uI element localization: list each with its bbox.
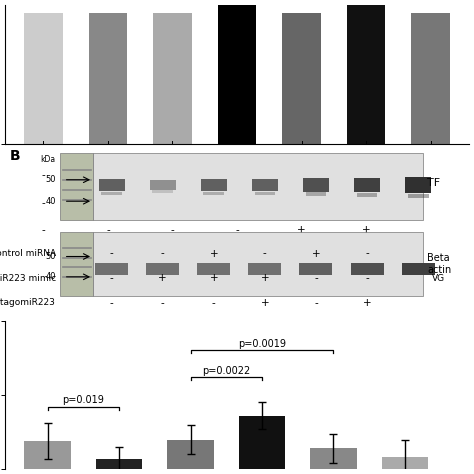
Bar — [152, 190, 173, 192]
Bar — [203, 192, 224, 195]
Text: -: - — [364, 198, 368, 208]
Bar — [408, 194, 428, 198]
Text: -: - — [42, 198, 46, 208]
Text: p=0.0019: p=0.0019 — [238, 339, 286, 349]
Text: +: + — [233, 170, 241, 180]
Text: -: - — [106, 226, 110, 236]
Text: -: - — [42, 226, 46, 236]
Text: +: + — [261, 273, 269, 283]
Text: TF: TF — [428, 178, 440, 188]
Text: Beta
actin: Beta actin — [428, 253, 452, 275]
Bar — [61, 153, 93, 220]
Text: -: - — [171, 226, 174, 236]
Text: Control miRNA: Control miRNA — [0, 249, 56, 258]
Bar — [99, 179, 125, 191]
Bar — [61, 232, 93, 296]
Text: -: - — [109, 298, 113, 308]
Bar — [24, 441, 71, 474]
Bar — [405, 177, 431, 193]
Text: -: - — [365, 273, 369, 283]
Bar — [153, 13, 192, 144]
Text: VG: VG — [432, 274, 445, 283]
Text: 50: 50 — [46, 175, 56, 184]
Bar — [201, 179, 227, 191]
Bar — [218, 0, 256, 144]
Bar — [354, 178, 380, 192]
Text: +: + — [233, 198, 241, 208]
Text: miR223 mimic: miR223 mimic — [0, 274, 56, 283]
Text: +: + — [261, 298, 269, 308]
Bar — [89, 13, 128, 144]
Text: AntagomiR223: AntagomiR223 — [0, 299, 56, 308]
Bar — [357, 193, 377, 197]
Bar — [252, 179, 278, 191]
Text: +: + — [158, 273, 167, 283]
Bar — [303, 178, 329, 192]
Bar — [351, 264, 383, 275]
Text: kDa: kDa — [41, 155, 56, 164]
Text: -: - — [300, 170, 303, 180]
Bar — [197, 264, 230, 275]
Bar — [248, 264, 282, 275]
Bar — [282, 13, 321, 144]
Text: -: - — [212, 298, 216, 308]
Text: p=0.019: p=0.019 — [63, 395, 104, 405]
Text: -: - — [171, 170, 174, 180]
Bar — [306, 192, 326, 196]
Text: -: - — [161, 248, 164, 258]
Bar — [95, 264, 128, 275]
Text: -: - — [263, 248, 267, 258]
Text: 40: 40 — [46, 273, 56, 282]
Text: 50: 50 — [46, 252, 56, 261]
Text: +: + — [312, 248, 320, 258]
Bar — [239, 416, 285, 474]
Text: +: + — [297, 198, 306, 208]
Text: -: - — [109, 248, 113, 258]
Text: -: - — [161, 298, 164, 308]
Bar — [167, 439, 214, 474]
Bar — [93, 153, 423, 220]
Bar — [24, 13, 63, 144]
Text: p=0.0022: p=0.0022 — [202, 365, 250, 375]
Text: -: - — [314, 298, 318, 308]
Bar — [300, 264, 332, 275]
Bar — [96, 459, 142, 474]
Bar — [93, 232, 423, 296]
Bar — [101, 192, 122, 195]
Text: +: + — [363, 298, 371, 308]
Text: -: - — [365, 248, 369, 258]
Bar — [382, 457, 428, 474]
Bar — [255, 192, 275, 195]
Text: 40: 40 — [46, 197, 56, 206]
Text: -: - — [235, 226, 239, 236]
Text: +: + — [362, 226, 370, 236]
Text: -: - — [314, 273, 318, 283]
Text: +: + — [297, 226, 306, 236]
Bar — [146, 264, 179, 275]
Text: +: + — [104, 170, 112, 180]
Text: -: - — [42, 170, 46, 180]
Text: +: + — [210, 273, 218, 283]
Text: -: - — [106, 198, 110, 208]
Text: -: - — [364, 170, 368, 180]
Text: +: + — [210, 248, 218, 258]
Text: +: + — [168, 198, 177, 208]
Text: -: - — [109, 273, 113, 283]
Bar — [310, 448, 357, 474]
Bar — [346, 0, 385, 144]
Text: B: B — [9, 149, 20, 164]
Bar — [411, 13, 450, 144]
Bar — [401, 264, 435, 275]
Bar — [150, 181, 176, 190]
